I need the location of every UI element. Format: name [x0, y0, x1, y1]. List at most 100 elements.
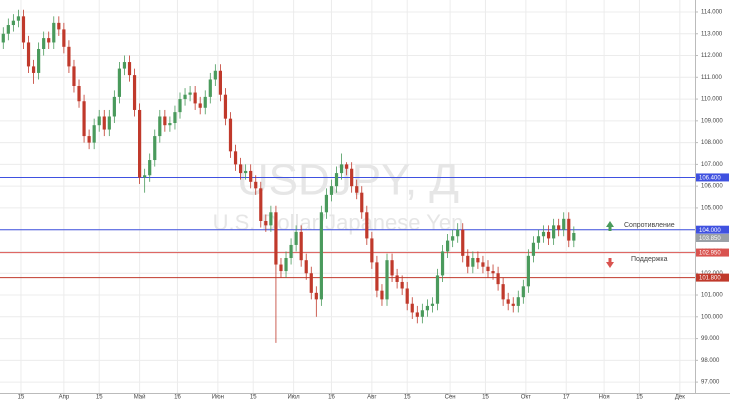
- candle-body: [269, 212, 273, 226]
- candle-body: [304, 260, 308, 274]
- candle-body: [319, 212, 323, 300]
- resistance-label: Сопротивление: [624, 222, 675, 229]
- candle-body: [385, 260, 389, 300]
- candle-body: [153, 136, 157, 161]
- candle-body: [97, 116, 101, 126]
- price-tag: [696, 225, 729, 234]
- candle-body: [16, 16, 21, 21]
- candle-body: [445, 240, 450, 252]
- x-tick-label: 15: [636, 395, 643, 401]
- candle-body: [435, 275, 440, 304]
- candle-body: [188, 92, 192, 95]
- price-tag: [696, 248, 729, 257]
- watermark-subtitle: U.S. Dollar/Japanese Yen: [213, 210, 464, 235]
- candle-body: [476, 258, 480, 263]
- candle-body: [491, 271, 495, 274]
- candle-body: [345, 164, 349, 169]
- candle-body: [87, 136, 91, 143]
- candle-body: [451, 236, 455, 241]
- candle-body: [249, 170, 253, 182]
- candle-body: [481, 262, 485, 267]
- candle-body: [173, 112, 177, 124]
- x-tick-label: Ноя: [599, 395, 610, 401]
- x-tick-label: Окт: [521, 395, 531, 401]
- candle-body: [375, 262, 379, 291]
- support-label: Поддержка: [631, 256, 668, 263]
- candle-body: [77, 86, 81, 102]
- candle-body: [264, 220, 268, 226]
- candle-body: [562, 218, 566, 230]
- x-tick-label: Авг: [367, 395, 377, 401]
- candle-body: [360, 192, 364, 213]
- x-tick-label: Дек: [675, 395, 685, 401]
- candle-body: [501, 284, 505, 300]
- candle-body: [370, 238, 374, 263]
- candle-body: [26, 42, 31, 67]
- candle-body: [289, 244, 293, 259]
- resistance-arrow: [606, 221, 614, 231]
- x-tick-label: 15: [18, 395, 25, 401]
- candle-body: [127, 62, 132, 76]
- candle-body: [143, 175, 147, 178]
- candle-body: [6, 25, 10, 34]
- candle-body: [158, 116, 162, 137]
- candle-body: [218, 70, 222, 95]
- candle-body: [21, 16, 26, 43]
- candle-body: [254, 181, 258, 189]
- x-tick-label: 16: [174, 395, 181, 401]
- candle-body: [42, 38, 46, 49]
- candle-body: [92, 125, 96, 143]
- candle-body: [238, 164, 243, 174]
- price-tag: [696, 173, 729, 182]
- candle-body: [117, 68, 122, 97]
- candle-body: [466, 255, 470, 267]
- candle-body: [274, 212, 278, 265]
- candle-body: [511, 303, 515, 306]
- y-tick-label: 108.000: [701, 140, 723, 146]
- candle-body: [329, 186, 334, 195]
- candle-body: [11, 20, 15, 26]
- last-price-label: 103.850: [699, 236, 721, 242]
- candle-body: [405, 288, 409, 304]
- candle-body: [244, 170, 248, 174]
- x-tick-label: Сен: [445, 395, 456, 401]
- last-price-tag: [696, 233, 729, 242]
- candle-body: [572, 232, 576, 241]
- candle-body: [279, 264, 283, 272]
- candle-body: [355, 186, 359, 193]
- y-tick-label: 112.000: [701, 53, 723, 59]
- candle-body: [334, 173, 339, 187]
- x-tick-label: 17: [563, 395, 570, 401]
- candle-body: [37, 48, 41, 73]
- candle-body: [178, 99, 182, 113]
- candle-body: [324, 194, 329, 213]
- candle-body: [31, 66, 36, 73]
- candle-body: [425, 305, 430, 311]
- candle-body: [294, 231, 298, 245]
- candle-body: [350, 168, 354, 187]
- candle-body: [107, 116, 111, 130]
- candle-body: [420, 310, 424, 317]
- candle-body: [496, 273, 500, 285]
- x-tick-label: 15: [96, 395, 103, 401]
- y-tick-label: 114.000: [701, 10, 723, 16]
- x-tick-label: 15: [482, 395, 489, 401]
- x-tick-label: Апр: [59, 395, 70, 401]
- candle-body: [395, 275, 399, 282]
- support-arrow: [606, 258, 614, 268]
- candle-body: [557, 225, 561, 230]
- x-tick-label: Июл: [288, 395, 301, 401]
- x-tick-label: 15: [250, 395, 257, 401]
- candle-body: [223, 94, 228, 119]
- y-tick-label: 100.000: [701, 314, 723, 320]
- candle-body: [213, 70, 217, 80]
- candle-body: [390, 260, 394, 276]
- candle-body: [506, 299, 510, 304]
- candle-body: [138, 109, 142, 178]
- candle-body: [380, 290, 384, 300]
- y-tick-label: 105.000: [701, 206, 723, 212]
- candle-body: [208, 79, 212, 97]
- candle-body: [183, 94, 187, 100]
- y-tick-label: 107.000: [701, 162, 723, 168]
- candle-body: [440, 251, 445, 276]
